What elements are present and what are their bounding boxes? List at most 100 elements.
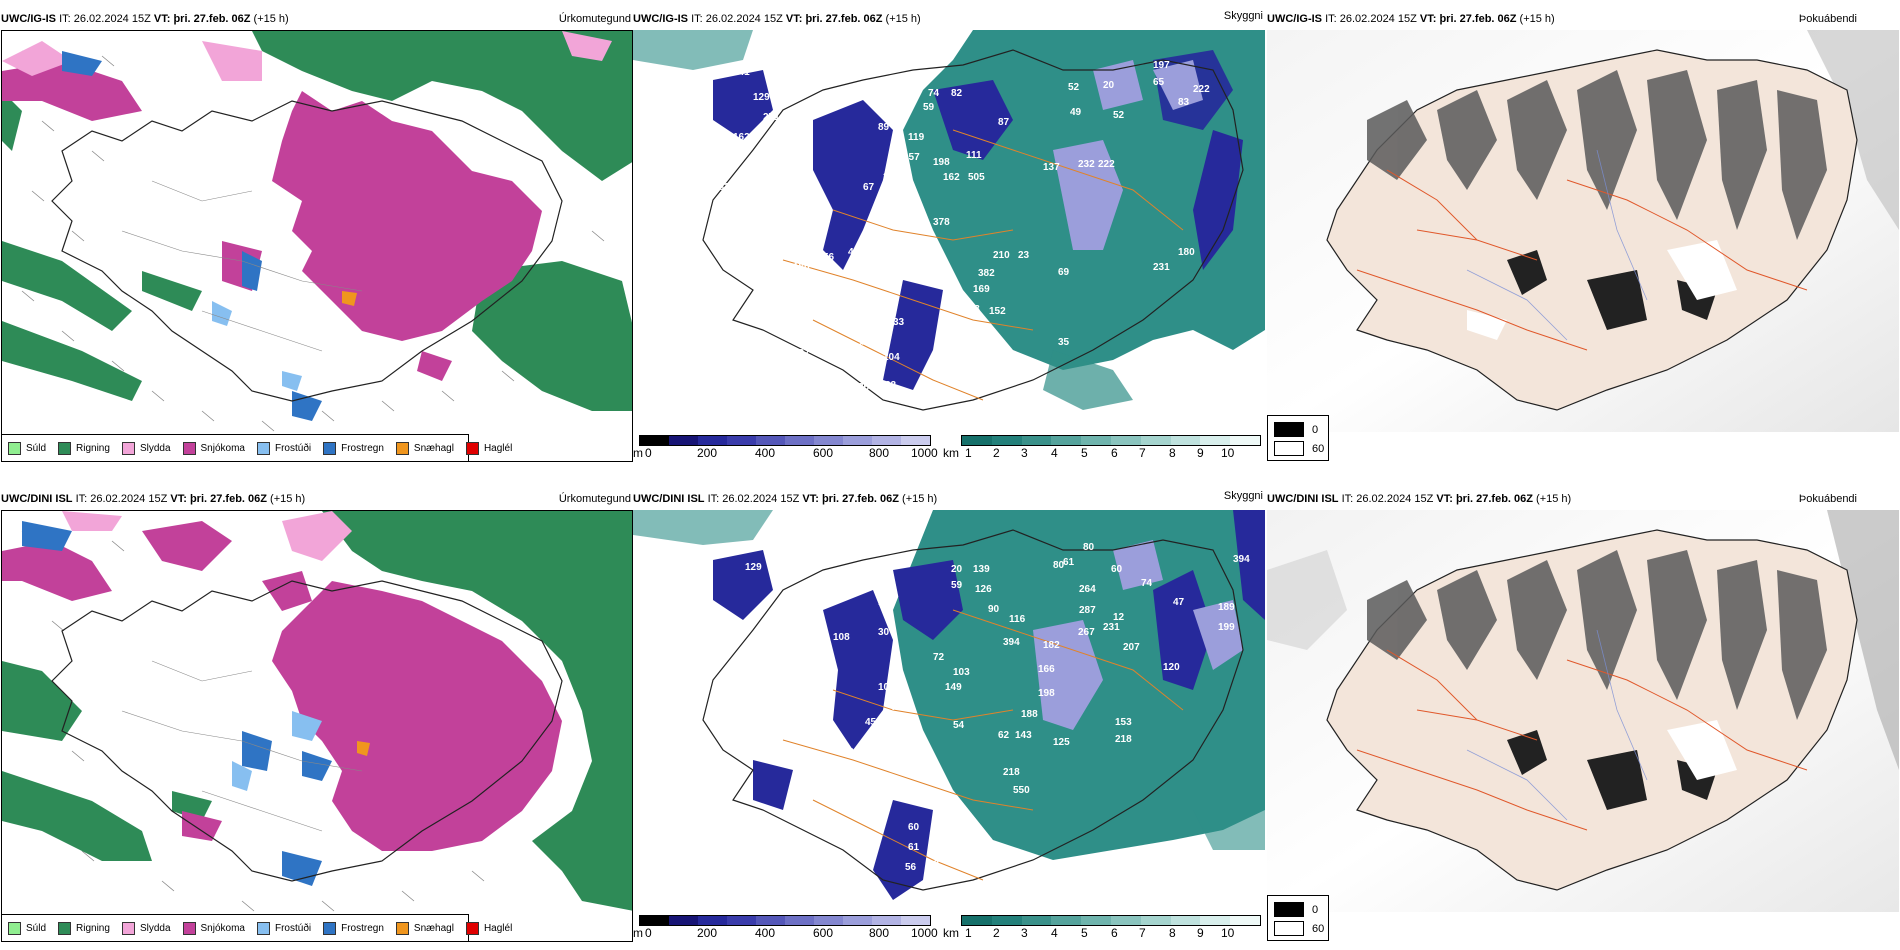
- value-label: 237: [793, 348, 810, 359]
- value-label: 169: [973, 284, 990, 295]
- value-label: 287: [1079, 605, 1096, 616]
- it-label: IT:: [1341, 493, 1354, 505]
- value-label: 23: [1018, 250, 1030, 261]
- model-name: UWC/IG-IS: [1267, 13, 1322, 25]
- panel-header: UWC/IG-IS IT: 26.02.2024 15Z VT: þri. 27…: [1267, 13, 1899, 28]
- value-label: 222: [1193, 84, 1210, 95]
- legend-item: Haglél: [465, 441, 512, 455]
- panel-title: Skyggni: [1223, 10, 1263, 22]
- value-label: 52: [1068, 82, 1080, 93]
- visibility-map[interactable]: 241 129 271 162 343 69 183 85 91 180 56 …: [633, 30, 1265, 432]
- vt-label: VT:: [1419, 13, 1437, 25]
- value-label: 394: [1003, 637, 1020, 648]
- it-label: IT:: [691, 13, 703, 25]
- panel-header: UWC/IG-IS IT: 26.02.2024 15Z VT: þri. 27…: [633, 10, 1265, 28]
- value-label: 218: [1003, 767, 1020, 778]
- value-label: 183: [713, 182, 730, 193]
- panel-header: UWC/DINI ISL IT: 26.02.2024 15Z VT: þri.…: [1, 493, 633, 508]
- value-label: 162: [733, 132, 750, 143]
- value-label: 189: [1218, 602, 1235, 613]
- precip-map[interactable]: [1, 510, 633, 942]
- panel-header: UWC/IG-IS IT: 26.02.2024 15Z VT: þri. 27…: [1, 13, 633, 28]
- value-label: 378: [933, 217, 950, 228]
- value-label: 90: [988, 604, 1000, 615]
- value-label: 62: [998, 730, 1010, 741]
- value-label: 60: [908, 822, 920, 833]
- it-value: 26.02.2024 15Z: [722, 493, 800, 505]
- it-label: IT:: [1325, 13, 1337, 25]
- model-name: UWC/DINI ISL: [633, 493, 705, 505]
- vt-value: þri. 27.feb. 06Z: [821, 493, 899, 505]
- legend-swatch: [1274, 422, 1304, 437]
- value-label: 91: [783, 222, 795, 233]
- value-label: 157: [903, 152, 920, 163]
- fog-panel-row1: UWC/IG-IS IT: 26.02.2024 15Z VT: þri. 27…: [1267, 13, 1899, 462]
- fog-map[interactable]: [1267, 510, 1899, 912]
- value-label: 49: [1070, 107, 1082, 118]
- value-label: 152: [989, 306, 1006, 317]
- value-label: 89: [878, 122, 890, 133]
- value-label: 267: [1078, 627, 1095, 638]
- value-label: 94: [808, 652, 820, 663]
- value-label: 116: [1009, 614, 1026, 625]
- panel-title: Úrkomutegund: [558, 493, 631, 505]
- legend-swatch: [465, 441, 479, 455]
- legend-swatch: [323, 441, 337, 455]
- it-value: 26.02.2024 15Z: [73, 13, 151, 25]
- value-label: 61: [1063, 557, 1075, 568]
- value-label: 153: [1115, 717, 1132, 728]
- value-label: 197: [1153, 60, 1170, 71]
- legend-swatch: [256, 441, 270, 455]
- lead-time: (+15 h): [902, 493, 938, 505]
- visibility-panel-row2: UWC/DINI ISL IT: 26.02.2024 15Z VT: þri.…: [633, 490, 1265, 942]
- vt-value: þri. 27.feb. 06Z: [189, 493, 267, 505]
- value-label: 139: [973, 564, 990, 575]
- it-value: 26.02.2024 15Z: [705, 13, 783, 25]
- value-label: 72: [933, 652, 945, 663]
- value-label: 158: [963, 304, 980, 315]
- precip-panel-row2: UWC/DINI ISL IT: 26.02.2024 15Z VT: þri.…: [1, 493, 633, 942]
- fog-map[interactable]: [1267, 30, 1899, 432]
- value-label: 111: [966, 150, 982, 161]
- value-label: 43: [848, 247, 860, 258]
- visibility-map[interactable]: 133 129 166 113 108 30 94 91 100 78 45 6…: [633, 510, 1265, 912]
- value-label: 91: [813, 677, 825, 688]
- value-label: 35: [1058, 337, 1070, 348]
- fog-legend-item: 60: [1274, 921, 1324, 936]
- value-label: 82: [951, 88, 963, 99]
- value-label: 52: [1113, 110, 1125, 121]
- value-label: 78: [828, 287, 840, 298]
- vt-value: þri. 27.feb. 06Z: [1455, 493, 1533, 505]
- legend-swatch: [121, 441, 135, 455]
- it-value: 26.02.2024 15Z: [1339, 13, 1417, 25]
- vt-value: þri. 27.feb. 06Z: [1439, 13, 1517, 25]
- value-label: 129: [753, 92, 770, 103]
- visibility-km-ticks: km 1 2 3 4 5 6 7 8 9 10: [943, 446, 1235, 460]
- value-label: 143: [1015, 730, 1032, 741]
- precip-legend: Súld Rigning Slydda Snjókoma Frostúði Fr…: [1, 914, 512, 942]
- legend-swatch: [395, 441, 409, 455]
- value-label: 59: [951, 580, 963, 591]
- legend-swatch: [395, 921, 409, 935]
- value-label: 69: [1058, 267, 1070, 278]
- value-label: 180: [793, 262, 810, 273]
- panel-header: UWC/DINI ISL IT: 26.02.2024 15Z VT: þri.…: [1267, 493, 1899, 508]
- legend-swatch: [182, 921, 196, 935]
- value-label: 241: [733, 67, 750, 78]
- value-label: 394: [1233, 554, 1250, 565]
- fog-panel-row2: UWC/DINI ISL IT: 26.02.2024 15Z VT: þri.…: [1267, 493, 1899, 942]
- legend-item: Frostúði: [256, 441, 311, 455]
- fog-legend-item: 0: [1274, 902, 1318, 917]
- visibility-m-colorbar: [639, 915, 931, 926]
- model-name: UWC/IG-IS: [1, 13, 56, 25]
- value-label: 64: [885, 717, 897, 728]
- value-label: 201: [883, 172, 900, 183]
- precip-map[interactable]: [1, 30, 633, 462]
- value-label: 56: [823, 252, 835, 263]
- legend-item: Snjókoma: [182, 921, 245, 935]
- legend-swatch: [256, 921, 270, 935]
- unit-label: km: [943, 446, 959, 460]
- value-label: 78: [891, 702, 903, 713]
- value-label: 180: [1178, 247, 1195, 258]
- value-label: 61: [908, 842, 920, 853]
